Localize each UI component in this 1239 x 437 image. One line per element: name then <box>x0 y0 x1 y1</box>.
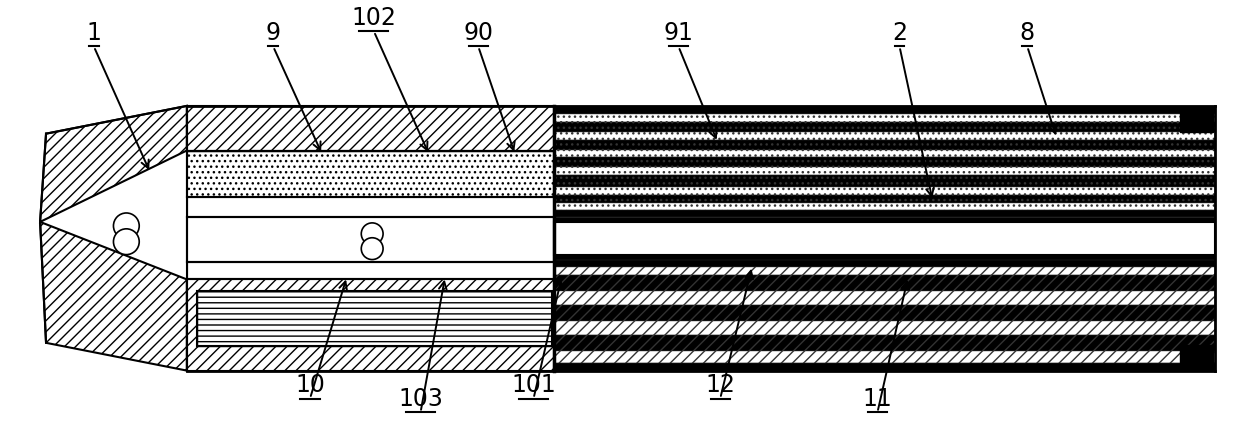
Bar <box>187 150 554 197</box>
Bar <box>554 305 1214 321</box>
Bar <box>554 210 1214 217</box>
Bar <box>554 157 1214 167</box>
Bar <box>554 335 1214 351</box>
Text: 103: 103 <box>398 387 444 411</box>
Bar <box>554 114 1214 122</box>
Bar <box>554 267 1214 275</box>
Text: 2: 2 <box>892 21 907 45</box>
Text: 8: 8 <box>1020 21 1035 45</box>
Bar <box>187 217 554 261</box>
Bar <box>1180 345 1213 367</box>
Bar <box>554 363 1214 371</box>
Bar <box>554 217 1214 222</box>
Bar <box>554 321 1214 335</box>
Bar <box>554 275 1214 291</box>
Text: 102: 102 <box>352 6 396 30</box>
Text: 91: 91 <box>664 21 694 45</box>
Bar <box>554 291 1214 305</box>
Bar <box>554 195 1214 203</box>
Circle shape <box>362 223 383 245</box>
Bar <box>554 175 1214 187</box>
Bar <box>554 106 1214 114</box>
Text: 12: 12 <box>705 373 735 397</box>
Bar <box>554 122 1214 132</box>
Bar <box>187 197 554 217</box>
Bar <box>554 351 1214 363</box>
Bar <box>187 279 554 371</box>
Bar <box>554 132 1214 139</box>
Text: 11: 11 <box>862 387 892 411</box>
Bar <box>554 187 1214 195</box>
Bar <box>554 203 1214 210</box>
Text: 9: 9 <box>265 21 281 45</box>
Bar <box>554 139 1214 149</box>
Bar <box>187 261 554 279</box>
Text: 10: 10 <box>295 373 325 397</box>
Bar <box>554 149 1214 157</box>
Bar <box>554 222 1214 255</box>
Bar <box>187 106 554 150</box>
Polygon shape <box>40 222 187 371</box>
Text: 1: 1 <box>87 21 102 45</box>
Text: 90: 90 <box>463 21 493 45</box>
Bar <box>554 260 1214 267</box>
Circle shape <box>114 213 139 239</box>
Polygon shape <box>40 106 187 222</box>
Circle shape <box>362 238 383 260</box>
Text: 101: 101 <box>512 373 556 397</box>
Bar <box>554 167 1214 175</box>
Bar <box>1180 110 1213 132</box>
Bar <box>197 291 551 346</box>
Bar <box>554 255 1214 260</box>
Circle shape <box>114 229 139 255</box>
